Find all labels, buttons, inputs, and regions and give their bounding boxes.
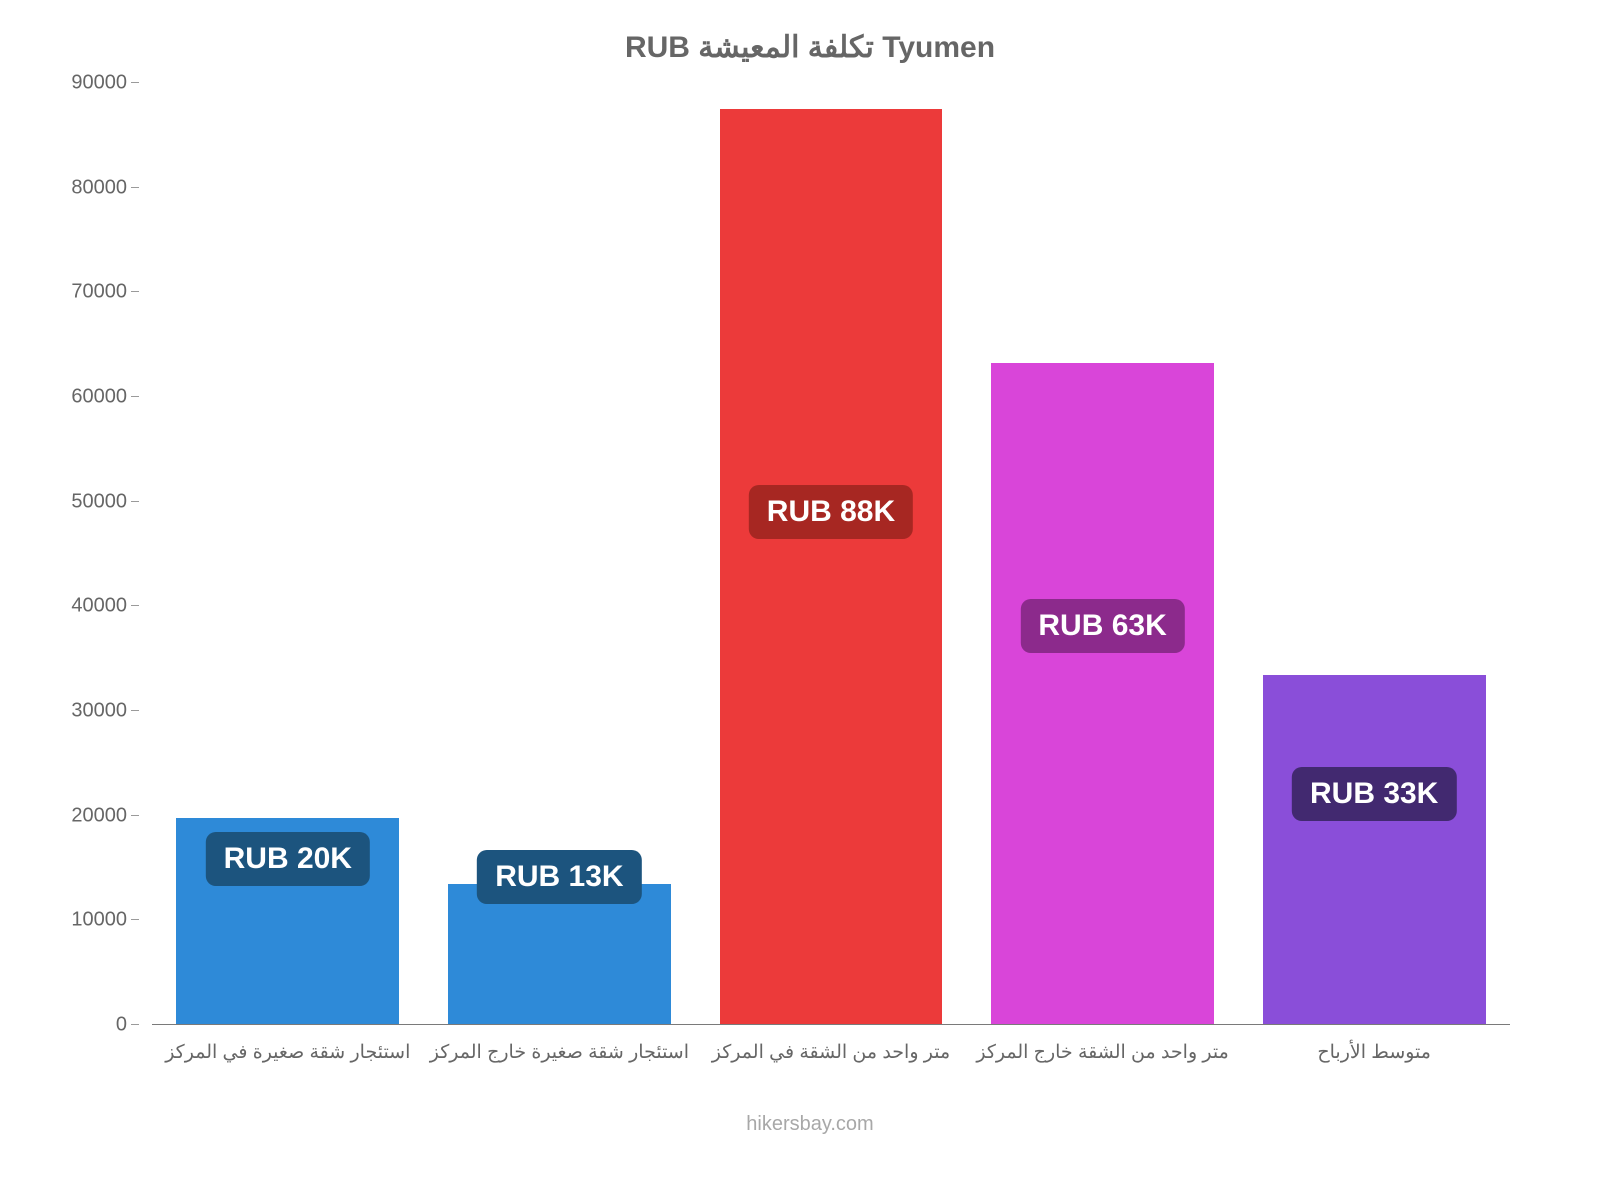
- y-tick-mark: [131, 815, 139, 816]
- y-tick-label: 60000: [71, 386, 127, 409]
- y-tick-label: 0: [116, 1014, 127, 1037]
- x-tick-label: متر واحد من الشقة خارج المركز: [967, 1029, 1239, 1073]
- y-tick-mark: [131, 501, 139, 502]
- cost-of-living-chart: Tyumen تكلفة المعيشة RUB 0 10000 20000 3000…: [70, 30, 1550, 1140]
- chart-title: Tyumen تكلفة المعيشة RUB: [70, 30, 1550, 65]
- value-badge: RUB 88K: [749, 485, 913, 539]
- y-tick-label: 80000: [71, 176, 127, 199]
- bar-slot: RUB 33K: [1238, 83, 1510, 1024]
- y-tick-label: 90000: [71, 72, 127, 95]
- x-tick-label: متوسط الأرباح: [1238, 1029, 1510, 1073]
- bar-slot: RUB 20K: [152, 83, 424, 1024]
- bar: [448, 884, 671, 1024]
- y-tick-mark: [131, 919, 139, 920]
- y-tick-label: 30000: [71, 700, 127, 723]
- bar-slot: RUB 88K: [695, 83, 967, 1024]
- y-tick-mark: [131, 605, 139, 606]
- bar: [991, 363, 1214, 1024]
- x-tick-label: متر واحد من الشقة في المركز: [695, 1029, 967, 1073]
- value-badge: RUB 33K: [1292, 767, 1456, 821]
- y-tick-label: 10000: [71, 909, 127, 932]
- bar-slot: RUB 63K: [967, 83, 1239, 1024]
- y-tick-mark: [131, 291, 139, 292]
- plot-area: RUB 20K RUB 13K RUB 88K RUB 63K RUB 33K: [152, 83, 1510, 1025]
- y-tick-mark: [131, 1024, 139, 1025]
- value-badge: RUB 13K: [477, 850, 641, 904]
- y-tick-label: 20000: [71, 804, 127, 827]
- y-tick-label: 40000: [71, 595, 127, 618]
- x-tick-label: استئجار شقة صغيرة في المركز: [152, 1029, 424, 1073]
- bar: [1263, 675, 1486, 1024]
- plot: 0 10000 20000 30000 40000 50000 60000 70000 8000…: [70, 83, 1550, 1073]
- bars-container: RUB 20K RUB 13K RUB 88K RUB 63K RUB 33K: [152, 83, 1510, 1024]
- value-badge: RUB 20K: [206, 832, 370, 886]
- bar-slot: RUB 13K: [424, 83, 696, 1024]
- y-tick-mark: [131, 187, 139, 188]
- chart-footer: hikersbay.com: [70, 1113, 1550, 1136]
- y-tick-mark: [131, 396, 139, 397]
- y-tick-label: 50000: [71, 490, 127, 513]
- value-badge: RUB 63K: [1020, 599, 1184, 653]
- y-tick-mark: [131, 82, 139, 83]
- y-tick-label: 70000: [71, 281, 127, 304]
- y-axis: 0100002000030000400005000060000700008000…: [140, 83, 141, 1025]
- bar: [720, 109, 943, 1024]
- y-tick-mark: [131, 710, 139, 711]
- x-axis-labels: استئجار شقة صغيرة في المركزاستئجار شقة ص…: [152, 1029, 1510, 1073]
- x-tick-label: استئجار شقة صغيرة خارج المركز: [424, 1029, 696, 1073]
